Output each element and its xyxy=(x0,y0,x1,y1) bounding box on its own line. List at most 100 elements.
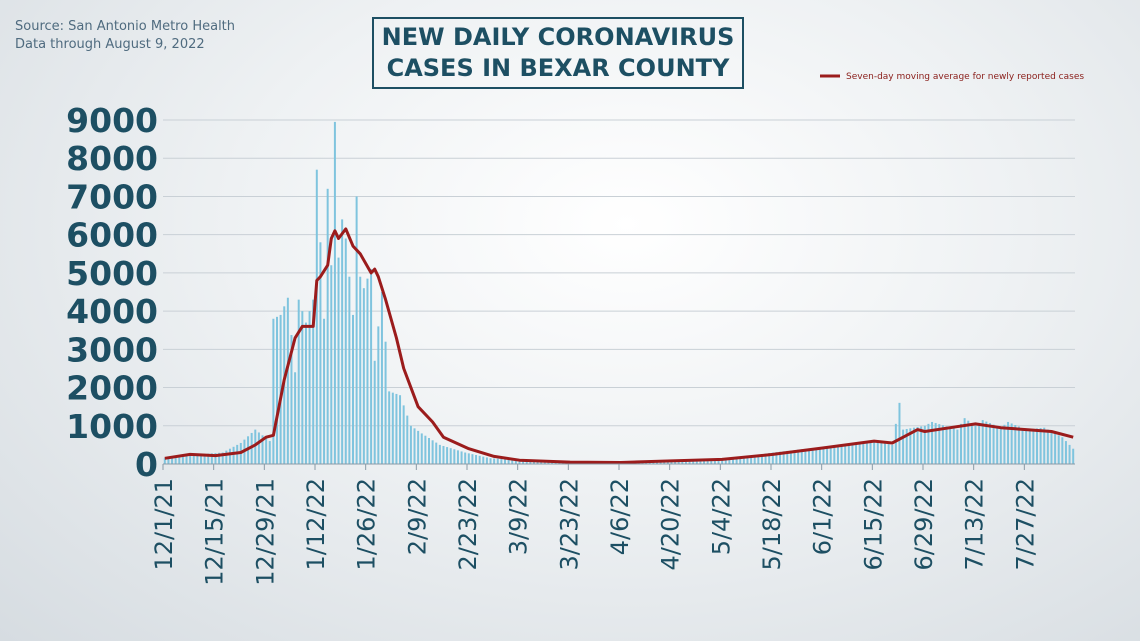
source-line: Source: San Antonio Metro Health xyxy=(15,19,236,34)
bar xyxy=(196,454,199,464)
bar xyxy=(460,451,463,464)
bar xyxy=(344,238,347,464)
chart-title: NEW DAILY CORONAVIRUS CASES IN BEXAR COU… xyxy=(381,23,735,82)
daily-case-bars xyxy=(163,121,1075,465)
bar xyxy=(887,444,890,464)
bar xyxy=(478,455,481,464)
y-tick-label: 3000 xyxy=(66,330,158,369)
bar xyxy=(905,428,908,464)
bar xyxy=(185,455,188,464)
bar xyxy=(898,402,901,464)
bar xyxy=(775,452,778,464)
bar xyxy=(721,459,724,464)
bar xyxy=(370,269,373,464)
bar xyxy=(710,459,713,464)
bar xyxy=(504,459,506,464)
x-tick-label: 7/13/22 xyxy=(961,478,989,571)
bar xyxy=(923,425,926,464)
bar xyxy=(844,444,847,464)
bar xyxy=(855,443,858,464)
bar xyxy=(485,457,488,464)
legend-label: Seven-day moving average for newly repor… xyxy=(846,72,1084,82)
bar xyxy=(865,441,868,464)
bar xyxy=(380,292,383,464)
gridlines xyxy=(163,119,1075,427)
bar xyxy=(666,461,669,464)
bar xyxy=(1014,425,1017,464)
bar xyxy=(330,265,333,464)
bar xyxy=(945,426,948,464)
bar xyxy=(688,460,691,464)
bar xyxy=(254,429,257,464)
y-tick-label: 8000 xyxy=(66,139,158,178)
bar xyxy=(210,453,213,464)
bar xyxy=(413,428,416,464)
bar xyxy=(735,457,738,464)
bar xyxy=(941,425,944,464)
bar xyxy=(265,438,268,464)
bar xyxy=(663,461,666,464)
bar xyxy=(297,299,300,464)
bar xyxy=(489,458,492,464)
bar xyxy=(916,427,919,464)
bar xyxy=(760,454,763,464)
bar xyxy=(970,423,973,464)
bar xyxy=(981,420,984,464)
bar xyxy=(384,341,387,464)
bar xyxy=(858,442,861,464)
bar xyxy=(818,447,821,464)
bar xyxy=(797,449,800,464)
x-tick-label: 2/9/22 xyxy=(403,478,431,555)
bar xyxy=(456,450,459,464)
bar xyxy=(178,456,181,464)
bar xyxy=(822,446,825,464)
bar xyxy=(1039,428,1042,464)
bar xyxy=(214,453,217,464)
bar xyxy=(1028,429,1031,464)
bar xyxy=(388,391,391,464)
bar xyxy=(847,443,850,464)
bar xyxy=(985,421,988,464)
bar xyxy=(366,278,369,464)
bar xyxy=(507,459,510,464)
bar xyxy=(319,242,322,464)
bar xyxy=(1017,426,1020,464)
bar xyxy=(167,457,170,464)
bar xyxy=(402,405,405,464)
x-tick-label: 4/6/22 xyxy=(606,478,634,555)
bar xyxy=(782,451,785,464)
bar xyxy=(800,449,803,464)
bar xyxy=(670,461,673,464)
bar xyxy=(894,423,897,464)
bar xyxy=(272,318,275,464)
bar xyxy=(326,188,329,465)
bar xyxy=(804,448,807,464)
bar xyxy=(1057,435,1060,464)
bar xyxy=(840,444,843,464)
bar xyxy=(808,448,810,464)
bar xyxy=(362,288,365,464)
bar xyxy=(880,442,883,464)
x-tick-label: 6/15/22 xyxy=(859,478,887,571)
bar xyxy=(446,447,449,464)
bar xyxy=(290,335,293,464)
bar xyxy=(1043,427,1046,464)
bar xyxy=(348,276,351,464)
bar xyxy=(406,415,409,464)
bar xyxy=(500,458,503,464)
bar xyxy=(301,311,304,464)
bar xyxy=(522,460,525,464)
bar xyxy=(764,453,767,464)
bar xyxy=(779,451,782,464)
bar xyxy=(482,456,485,464)
y-tick-label: 9000 xyxy=(66,101,158,140)
bar xyxy=(699,460,702,464)
bar xyxy=(514,459,517,464)
legend: Seven-day moving average for newly repor… xyxy=(820,72,1084,82)
x-tick-label: 3/23/22 xyxy=(555,478,583,571)
bar xyxy=(286,297,289,464)
bar xyxy=(181,456,184,464)
bar xyxy=(862,442,865,464)
bar xyxy=(909,428,912,464)
